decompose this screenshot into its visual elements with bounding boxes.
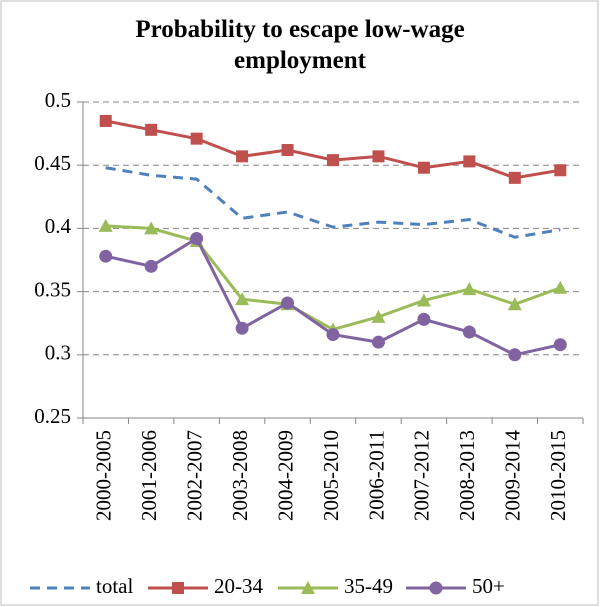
point	[371, 309, 386, 323]
point	[463, 155, 476, 168]
point	[145, 123, 158, 136]
x-tick-label: 2007-2012	[410, 430, 434, 521]
legend-marker	[301, 581, 315, 594]
chart-title: Probability to escape low-wage employmen…	[135, 16, 465, 74]
point	[190, 132, 203, 145]
point	[235, 292, 250, 306]
x-tick-label: 2004-2009	[273, 430, 297, 521]
point	[507, 297, 522, 311]
point	[553, 280, 568, 294]
point	[99, 114, 112, 127]
point	[281, 144, 294, 157]
x-tick-label: 2000-2005	[92, 430, 116, 521]
legend-marker	[429, 581, 443, 595]
x-tick-label: 2001-2006	[137, 430, 161, 521]
x-tick-label: 2003-2008	[228, 430, 252, 521]
x-tick-label: 2006-2011	[364, 430, 388, 520]
point	[98, 218, 113, 232]
x-tick-label: 2008-2013	[455, 430, 479, 521]
y-tick-label: 0.35	[34, 277, 71, 301]
legend-label: 20-34	[214, 574, 263, 598]
point	[553, 338, 567, 352]
legend-marker	[172, 582, 184, 594]
series-line	[105, 166, 561, 239]
point	[508, 348, 522, 362]
y-tick-label: 0.45	[34, 151, 71, 175]
x-tick-label: 2009-2014	[501, 430, 525, 521]
point	[144, 221, 159, 235]
point	[416, 293, 431, 307]
x-tick-label: 2010-2015	[546, 430, 570, 521]
legend-label: 35-49	[344, 574, 393, 598]
x-tick-label: 2002-2007	[182, 430, 206, 521]
x-tick-label: 2005-2010	[319, 430, 343, 521]
point	[281, 296, 295, 310]
point	[462, 282, 477, 296]
point	[371, 335, 385, 349]
point	[554, 164, 567, 177]
y-tick-label: 0.4	[45, 214, 72, 238]
point	[417, 161, 430, 174]
legend-label: 50+	[472, 574, 505, 598]
point	[235, 321, 249, 335]
y-tick-label: 0.3	[45, 341, 71, 365]
series-line	[105, 224, 561, 332]
point	[327, 154, 339, 167]
point	[236, 150, 249, 163]
point	[462, 325, 476, 339]
point	[190, 232, 204, 246]
point	[326, 328, 340, 342]
point	[144, 259, 158, 273]
y-tick-label: 0.5	[45, 88, 71, 112]
point	[508, 171, 521, 184]
legend-label: total	[96, 574, 133, 598]
point	[99, 249, 113, 263]
point	[372, 150, 385, 163]
point	[417, 312, 431, 326]
y-tick-label: 0.25	[34, 404, 71, 428]
series-line	[105, 119, 561, 180]
